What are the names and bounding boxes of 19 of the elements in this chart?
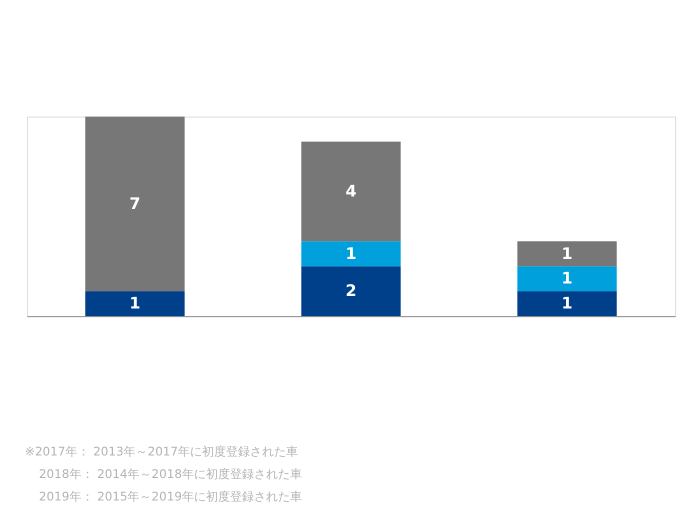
data-label: 1 [345,244,357,263]
data-label: 7 [129,194,140,213]
data-label: 1 [562,294,573,313]
bar [517,241,617,266]
data-label: 2 [345,281,357,300]
bar [301,266,401,316]
bar [301,142,401,242]
data-label: 4 [345,181,357,200]
bar [85,291,185,316]
bar [517,291,617,316]
text: 2018年： 2014年～2018年に初度登録された車 [38,467,302,482]
text: ※2017年： 2013年～2017年に初度登録された車 [24,444,298,459]
data-label: 1 [562,244,573,263]
bar [301,241,401,266]
text: 2019年： 2015年～2019年に初度登録された車 [38,490,302,504]
bar [85,116,185,292]
data-label: 1 [129,294,140,313]
data-label: 1 [562,268,573,288]
bar [517,266,617,292]
